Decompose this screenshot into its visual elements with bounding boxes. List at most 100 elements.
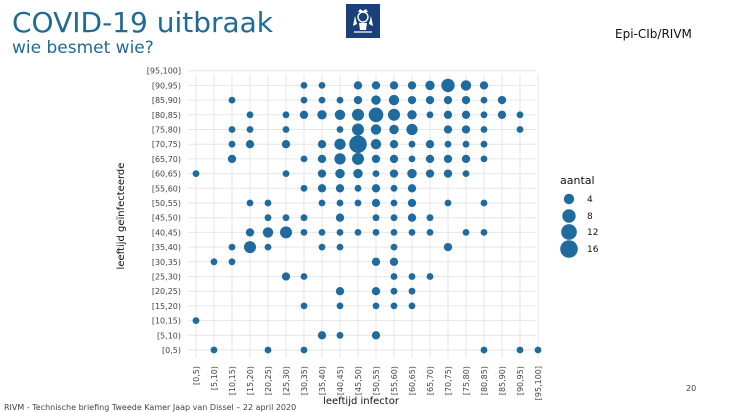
x-tick-label: [35,40) [318,366,327,395]
data-point [300,184,308,192]
data-point [354,229,362,236]
y-tick-label: [20,25) [152,287,181,296]
data-point [390,273,398,280]
data-point [336,126,344,133]
data-point [497,110,507,119]
data-point [336,229,344,236]
data-point [443,242,453,252]
data-point [228,96,236,104]
data-point [480,140,488,148]
data-point [317,331,327,340]
data-point [300,229,308,236]
data-point [441,78,455,93]
y-tick-label: [55,60) [152,184,181,193]
data-point [516,111,524,119]
data-point [425,154,435,164]
data-point [317,110,327,120]
data-point [390,214,398,222]
data-point [282,111,290,119]
data-point [425,95,435,105]
data-point [371,287,381,296]
data-point [426,214,434,222]
y-tick-label: [95,100] [147,67,181,76]
x-tick-label: [25,30) [282,366,291,395]
data-point [371,198,381,208]
data-point [371,154,381,164]
data-point [317,169,327,178]
y-tick-label: [85,90) [152,96,181,105]
data-point [370,124,382,135]
y-tick-label: [10,15) [152,317,181,326]
x-tick-label: [50,55) [372,366,381,395]
data-point [192,317,200,324]
y-tick-label: [60,65) [152,170,181,179]
size-legend: aantal 4 8 12 16 [560,174,599,258]
data-point [300,82,308,89]
data-point [389,154,399,164]
data-point [497,95,507,105]
x-tick-label: [15,20) [246,366,255,395]
data-point [462,229,470,236]
y-tick-label: [25,30) [152,273,181,282]
data-point [389,81,399,90]
data-point [318,243,326,251]
x-tick-label: [65,70) [426,366,435,395]
x-tick-label: [55,60) [390,366,399,395]
data-point [351,108,365,121]
data-point [300,214,308,222]
data-point [372,170,380,178]
data-point [210,258,218,266]
x-axis-label: leeftijd infector [323,396,400,407]
footer-credit: RIVM - Technische briefing Tweede Kamer … [4,403,297,412]
y-axis-label: leeftijd geïnfecteerde [116,163,127,270]
y-tick-label: [15,20) [152,302,181,311]
x-tick-label: [80,85) [480,366,489,395]
data-point [408,140,416,148]
data-point [245,140,255,149]
data-point [318,199,326,207]
data-point [353,81,363,90]
data-point [317,184,327,193]
y-tick-label: [75,80) [152,126,181,135]
data-point [243,241,257,254]
data-point [407,213,417,222]
data-point [371,95,381,105]
data-point [389,140,399,149]
data-point [460,80,472,91]
data-point [480,229,488,236]
data-point [390,287,398,295]
data-point [282,214,290,222]
data-point [245,228,255,237]
data-point [390,302,398,310]
data-point [480,126,488,133]
data-point [192,170,200,178]
data-point [461,125,471,134]
data-point [246,126,254,133]
data-point [300,273,308,280]
data-point [351,123,365,136]
data-point [353,95,363,105]
legend-label: 16 [587,245,599,255]
data-point [389,169,399,178]
data-point [300,302,308,310]
x-tick-labels: [0,5) [5,10) [10,15) [15,20) [20,25) [25,30) [… [192,366,543,400]
data-point [228,140,236,148]
x-tick-label: [10,15) [228,366,237,395]
data-point [407,81,417,90]
data-point [408,302,416,310]
data-point [516,126,524,133]
data-point [372,229,380,236]
data-point [516,346,524,354]
y-tick-label: [35,40) [152,243,181,252]
data-point [408,287,416,295]
data-point [480,346,488,354]
legend-symbol [561,224,577,240]
data-point [390,229,398,236]
data-point [389,124,399,135]
data-point [443,125,453,134]
data-point [299,110,309,119]
data-point [443,110,453,119]
data-point [534,346,542,354]
data-point [264,199,272,207]
x-tick-label: [60,65) [408,366,417,395]
